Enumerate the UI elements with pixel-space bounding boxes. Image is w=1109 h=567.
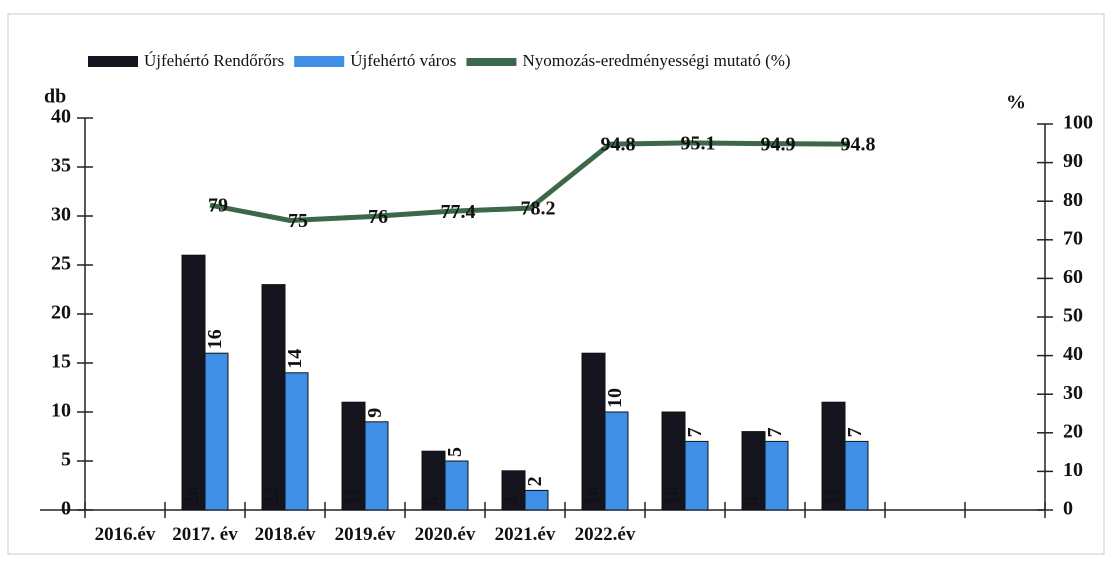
y2-tick-label: 100: [1063, 112, 1093, 134]
y-tick-label: 10: [51, 400, 71, 422]
bar: [844, 440, 869, 511]
y2-tick-label: 10: [1063, 459, 1083, 481]
line-value-label: 78.2: [521, 198, 556, 220]
bar: [764, 440, 789, 511]
bar-value-label: 11: [821, 487, 843, 506]
x-tick-label: 2022.év: [574, 524, 636, 545]
x-tick-label-box: 2020.év: [414, 524, 476, 545]
bar: [684, 440, 709, 511]
y2-tick-label: 70: [1063, 227, 1083, 249]
line-value-label: 94.8: [841, 134, 876, 156]
line-value-label: 76: [368, 206, 388, 228]
bar: [444, 460, 469, 511]
y2-tick-label: 80: [1063, 189, 1083, 211]
legend-swatch: [294, 56, 345, 67]
legend-swatch: [466, 58, 517, 66]
x-tick-label-box: 2019.év: [334, 524, 396, 545]
bar-value-label: 7: [764, 427, 786, 437]
y-tick-label: 0: [61, 498, 71, 520]
x-tick-label: 2019.év: [334, 524, 396, 545]
line-value-label: 94.9: [761, 133, 796, 155]
bar: [204, 352, 229, 511]
bar-value-label: 10: [604, 388, 626, 408]
y2-tick-label: 20: [1063, 420, 1083, 442]
line: [209, 140, 851, 224]
bar-value-label: 16: [581, 486, 603, 506]
bar: [364, 421, 389, 511]
y-tick-label: 40: [51, 106, 71, 128]
bar-value-label: 5: [444, 447, 466, 457]
legend: Újfehértó Rendőrőrs Újfehértó város Nyomoz…: [88, 51, 791, 70]
bar-value-label: 7: [844, 427, 866, 437]
bar-value-label: 11: [341, 487, 363, 506]
line-value-label: 94.8: [601, 134, 636, 156]
y-tick-label: 15: [51, 351, 71, 373]
bar-value-label: 2: [524, 476, 546, 486]
bar-value-label: 16: [204, 329, 226, 349]
line-value-label: 95.1: [681, 133, 716, 155]
bar-value-label: 6: [421, 496, 443, 506]
bar-value-label: 8: [741, 496, 763, 506]
x-tick-label-box: 2022.év: [574, 524, 636, 545]
y2-tick-label: 30: [1063, 382, 1083, 404]
y2-axis-label: %: [1006, 92, 1026, 114]
y2-tick-label: 40: [1063, 343, 1083, 365]
x-tick-label: 2017. év: [172, 524, 238, 545]
x-tick-label: 2016.év: [94, 524, 156, 545]
x-tick-label: 2018.év: [254, 524, 316, 545]
legend-label: Újfehértó Rendőrőrs: [144, 51, 284, 70]
x-tick-label-box: 2016.év: [94, 524, 156, 545]
y-tick-label: 5: [61, 449, 71, 471]
x-tick-label-box: 2021.év: [494, 524, 556, 545]
y-tick-label: 35: [51, 155, 71, 177]
y2-tick-label: 50: [1063, 305, 1083, 327]
line-value-label: 79: [208, 195, 228, 217]
bar-value-label: 7: [684, 427, 706, 437]
bar-value-label: 14: [284, 349, 306, 369]
bar-value-label: 10: [661, 486, 683, 506]
bar: [524, 489, 549, 511]
y2-tick-label: 90: [1063, 150, 1083, 172]
bar-value-label: 4: [501, 496, 523, 506]
y-tick-label: 25: [51, 253, 71, 275]
bar: [604, 411, 629, 511]
x-tick-label-box: 2017. év: [172, 524, 238, 545]
y2-tick-label: 0: [1063, 498, 1073, 520]
y2-tick-label: 60: [1063, 266, 1083, 288]
bar: [284, 372, 309, 511]
line-value-label: 77.4: [441, 201, 476, 223]
bar-value-label: 9: [364, 408, 386, 418]
x-tick-label: 2020.év: [414, 524, 476, 545]
bar-value-label: 26: [181, 486, 203, 506]
y-axis-label: db: [44, 86, 66, 108]
legend-label: Újfehértó város: [350, 51, 456, 70]
x-tick-label-box: 2018.év: [254, 524, 316, 545]
y-tick-label: 30: [51, 204, 71, 226]
bar: [261, 284, 286, 511]
bar-value-label: 23: [261, 486, 283, 506]
frame: [7, 13, 1105, 555]
bar: [181, 254, 206, 511]
x-tick-label: 2021.év: [494, 524, 556, 545]
y-tick-label: 20: [51, 302, 71, 324]
line-value-label: 75: [288, 210, 308, 232]
legend-label: Nyomozás-eredményességi mutató (%): [522, 51, 790, 70]
legend-swatch: [88, 56, 138, 67]
